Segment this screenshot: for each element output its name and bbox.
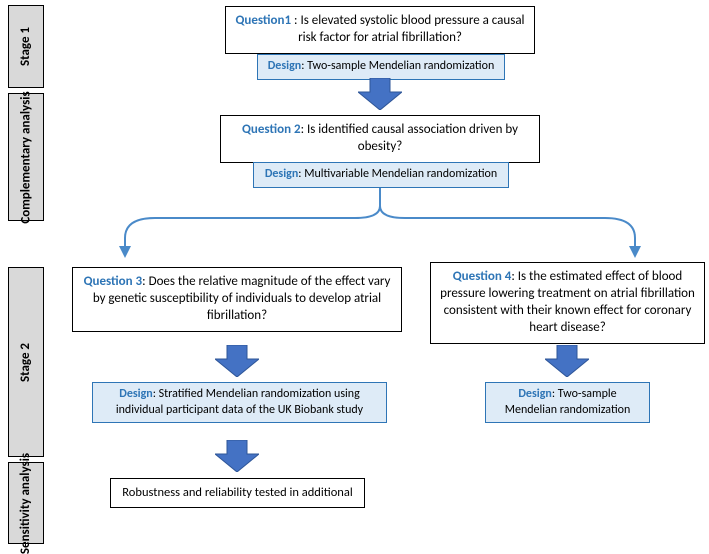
d1-text: : Two-sample Mendelian randomization [301,59,494,73]
robustness-box: Robustness and reliability tested in add… [110,478,365,508]
q4-label: Question 4 [453,269,512,284]
d3-text: : Stratified Mendelian randomization usi… [116,387,363,417]
arrow4 [545,345,589,377]
d3-label: Design [119,387,152,401]
arrow-robust [215,440,259,472]
question3-box: Question 3: Does the relative magnitude … [72,267,402,332]
q3-label: Question 3 [84,274,143,289]
stage1-text: Stage 1 [19,27,34,66]
arrow3 [215,345,259,377]
stage1-label: Stage 1 [8,5,44,88]
arrow1 [358,78,402,110]
robust-text: Robustness and reliability tested in add… [122,485,352,500]
sensitivity-label: Sensitivity analysis [8,462,44,544]
d2-label: Design [265,167,298,181]
stage2-text: Stage 2 [19,342,34,381]
sensitivity-text: Sensitivity analysis [19,452,34,553]
question4-box: Question 4: Is the estimated effect of b… [430,262,705,344]
question2-box: Question 2: Is identified causal associa… [220,115,540,163]
complementary-label: Complementary analysis [8,93,44,221]
design2-box: Design: Multivariable Mendelian randomiz… [253,162,509,188]
q2-label: Question 2 [242,122,301,137]
q1-label: Question1 [235,13,291,28]
design3-box: Design: Stratified Mendelian randomizati… [92,382,387,423]
complementary-text: Complementary analysis [19,91,34,223]
design4-box: Design: Two-sample Mendelian randomizati… [485,382,650,423]
question1-box: Question1 : Is elevated systolic blood p… [225,6,535,54]
d1-label: Design [268,59,301,73]
d4-label: Design [518,387,551,401]
d2-text: : Multivariable Mendelian randomization [298,167,497,181]
q1-text: : Is elevated systolic blood pressure a … [291,13,524,45]
brace-split [115,188,645,262]
q2-text: : Is identified causal association drive… [301,122,518,154]
design1-box: Design: Two-sample Mendelian randomizati… [257,54,505,80]
stage2-label: Stage 2 [8,267,44,457]
